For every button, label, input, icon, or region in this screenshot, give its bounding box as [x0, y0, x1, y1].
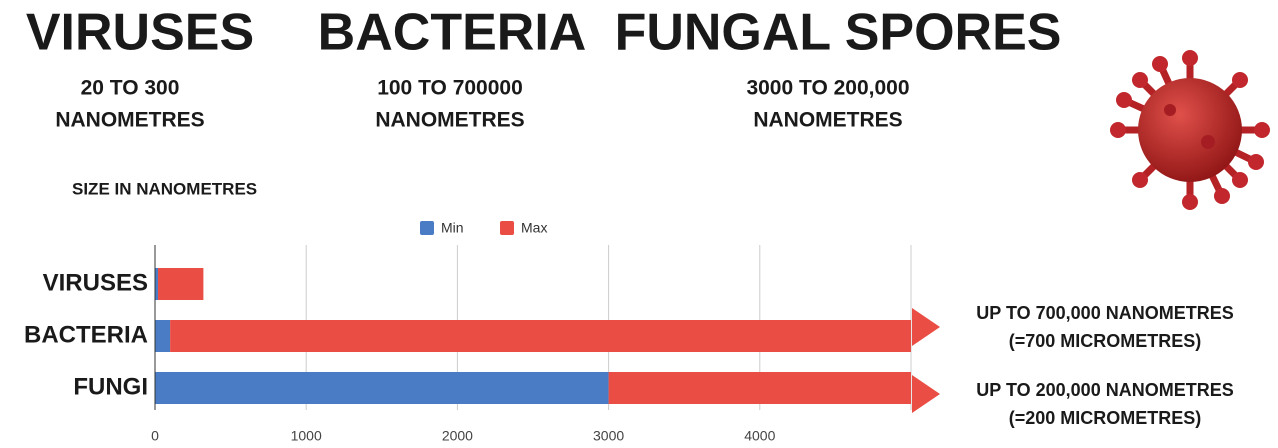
x-tick-label: 4000 [744, 428, 775, 444]
column-size: 3000 TO 200,000 [746, 77, 909, 100]
column-title: FUNGAL SPORES [615, 4, 1062, 62]
category-label: FUNGI [73, 373, 148, 400]
column-unit: NANOMETRES [753, 109, 902, 132]
column-title: BACTERIA [318, 4, 587, 62]
category-label: VIRUSES [43, 269, 148, 296]
column-unit: NANOMETRES [375, 109, 524, 132]
infographic: SIZE IN NANOMETRES VIRUSES 20 TO 300 NANOM… [0, 0, 1278, 448]
column-title: VIRUSES [26, 4, 254, 62]
column-unit: NANOMETRES [55, 109, 204, 132]
x-tick-label: 3000 [593, 428, 624, 444]
page: SIZE IN NANOMETRES VIRUSES 20 TO 300 NANOM… [0, 0, 1278, 448]
chart-title: SIZE IN NANOMETRES [72, 179, 257, 198]
x-tick-label: 0 [151, 428, 159, 444]
annotation: (=700 MICROMETRES) [1009, 331, 1202, 351]
column-size: 20 TO 300 [81, 77, 180, 100]
annotation: UP TO 200,000 NANOMETRES [976, 380, 1233, 400]
x-tick-label: 1000 [291, 428, 322, 444]
arrow [912, 308, 940, 346]
column-size: 100 TO 700000 [377, 77, 523, 100]
x-tick-label: 2000 [442, 428, 473, 444]
bar-segment [155, 372, 609, 404]
bar-segment [155, 320, 170, 352]
arrow [912, 375, 940, 413]
annotation: UP TO 700,000 NANOMETRES [976, 303, 1233, 323]
legend-label: Min [441, 220, 464, 236]
bar-segment [158, 268, 203, 300]
legend-label: Max [521, 220, 547, 236]
category-label: BACTERIA [24, 321, 148, 348]
legend-swatch [420, 221, 434, 235]
virus-illustration [1110, 50, 1270, 210]
annotation: (=200 MICROMETRES) [1009, 408, 1202, 428]
legend-swatch [500, 221, 514, 235]
